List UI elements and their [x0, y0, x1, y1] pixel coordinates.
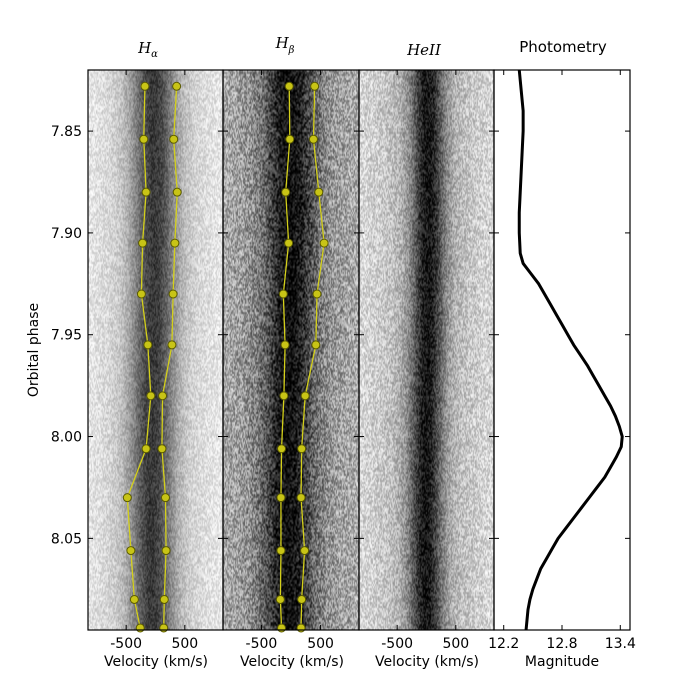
title-hbeta: Hβ — [275, 34, 295, 56]
hbeta-velocity-marker — [275, 594, 285, 604]
hbeta-velocity-marker — [314, 187, 324, 197]
x-tick-label: 500 — [442, 636, 469, 652]
hbeta-velocity-marker — [308, 134, 318, 144]
axis-ticks: 7.85 7.90 7.95 8.00 8.05 -500 500 -500 500 -500 50… — [51, 70, 636, 652]
hbeta-velocity-marker — [277, 444, 287, 454]
hbeta-velocity-marker — [312, 289, 322, 299]
halpha-velocity-marker — [172, 81, 182, 91]
hbeta-velocity-marker — [297, 444, 307, 454]
hbeta-velocity-marker — [284, 81, 294, 91]
halpha-velocity-marker — [159, 623, 169, 633]
x-tick-label: 500 — [171, 636, 198, 652]
x-tick-label: 12.2 — [488, 636, 519, 652]
hbeta-blue-peak-track — [279, 86, 291, 628]
halpha-velocity-marker — [167, 340, 177, 350]
title-photometry: Photometry — [519, 38, 607, 56]
hbeta-velocity-marker — [278, 289, 288, 299]
halpha-velocity-marker — [138, 238, 148, 248]
x-tick-label: -500 — [381, 636, 413, 652]
y-tick-label: 7.90 — [51, 226, 82, 242]
y-tick-label: 7.95 — [51, 328, 82, 344]
x-tick-label: 13.4 — [605, 636, 636, 652]
halpha-velocity-marker — [141, 187, 151, 197]
halpha-velocity-marker — [158, 391, 168, 401]
title-halpha: Hα — [137, 39, 158, 60]
halpha-velocity-marker — [146, 391, 156, 401]
halpha-velocity-marker — [122, 493, 132, 503]
hbeta-velocity-marker — [311, 340, 321, 350]
halpha-velocity-marker — [136, 289, 146, 299]
x-tick-label: 12.8 — [546, 636, 577, 652]
halpha-velocity-marker — [143, 340, 153, 350]
hbeta-velocity-marker — [297, 594, 307, 604]
hbeta-velocity-marker — [296, 493, 306, 503]
svg-text:Hα: Hα — [137, 39, 158, 60]
halpha-trailed-spectrum — [88, 70, 223, 630]
svg-text:Hβ: Hβ — [275, 34, 295, 56]
halpha-velocity-marker — [168, 289, 178, 299]
halpha-velocity-marker — [160, 493, 170, 503]
hbeta-velocity-marker — [296, 623, 306, 633]
hbeta-red-peak-track — [300, 86, 325, 628]
halpha-velocity-marker — [139, 134, 149, 144]
hbeta-velocity-marker — [300, 391, 310, 401]
y-tick-label: 8.00 — [51, 430, 82, 446]
x-axis-label-heii: Velocity (km/s) — [375, 654, 479, 670]
y-tick-label: 7.85 — [51, 124, 82, 140]
velocity-tracks — [122, 81, 329, 633]
hbeta-trailed-spectrum — [223, 70, 359, 630]
hbeta-velocity-marker — [279, 391, 289, 401]
hbeta-velocity-marker — [277, 623, 287, 633]
x-axis-label-photometry: Magnitude — [525, 654, 599, 670]
hbeta-velocity-marker — [281, 187, 291, 197]
title-heii: HeII — [406, 41, 442, 59]
halpha-velocity-marker — [157, 444, 167, 454]
halpha-velocity-marker — [140, 81, 150, 91]
light-curve-line — [517, 69, 624, 631]
x-axis-label-halpha: Velocity (km/s) — [104, 654, 208, 670]
halpha-velocity-marker — [172, 187, 182, 197]
heii-trailed-spectrum — [359, 70, 494, 630]
photometry-panel — [494, 69, 630, 631]
hbeta-velocity-marker — [285, 134, 295, 144]
halpha-velocity-marker — [170, 238, 180, 248]
halpha-velocity-marker — [126, 546, 136, 556]
halpha-velocity-marker — [159, 594, 169, 604]
halpha-blue-peak-track — [126, 86, 152, 629]
x-tick-label: 500 — [307, 636, 334, 652]
hbeta-velocity-marker — [280, 340, 290, 350]
hbeta-velocity-marker — [300, 546, 310, 556]
halpha-velocity-marker — [169, 134, 179, 144]
halpha-velocity-marker — [135, 623, 145, 633]
x-tick-label: -500 — [110, 636, 142, 652]
halpha-velocity-marker — [161, 546, 171, 556]
hbeta-velocity-marker — [310, 81, 320, 91]
hbeta-velocity-marker — [319, 238, 329, 248]
hbeta-velocity-marker — [276, 493, 286, 503]
hbeta-velocity-marker — [284, 238, 294, 248]
halpha-velocity-marker — [141, 444, 151, 454]
halpha-velocity-marker — [129, 594, 139, 604]
x-tick-label: -500 — [246, 636, 278, 652]
halpha-red-peak-track — [161, 86, 178, 628]
y-tick-label: 8.05 — [51, 531, 82, 547]
x-axis-label-hbeta: Velocity (km/s) — [240, 654, 344, 670]
y-axis-label: Orbital phase — [26, 303, 42, 397]
hbeta-velocity-marker — [276, 546, 286, 556]
